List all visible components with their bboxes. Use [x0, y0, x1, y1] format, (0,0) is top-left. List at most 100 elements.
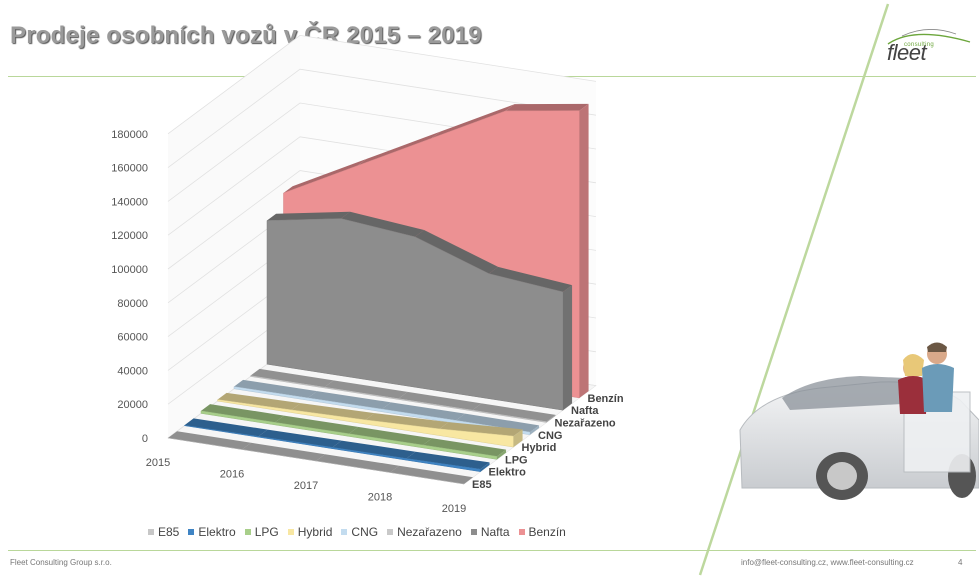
y-tick-label: 180000	[111, 129, 148, 141]
legend-item: Nafta	[470, 525, 510, 539]
series-LPG	[200, 404, 507, 460]
series-top-Nezařazeno	[398, 391, 482, 411]
series-top-CNG	[382, 402, 466, 421]
series-axis-label: Nafta	[571, 405, 599, 417]
series-top-Nafta	[415, 230, 499, 274]
legend-swatch	[341, 529, 348, 535]
y-tick-label: 160000	[111, 163, 148, 175]
series-cap-Elektro	[480, 462, 490, 472]
series-top-Benzín	[431, 104, 515, 139]
series-top-LPG	[423, 438, 507, 457]
legend-label: Nezařazeno	[397, 525, 462, 539]
y-tick-label: 140000	[111, 196, 148, 208]
car-swoosh-icon	[887, 29, 971, 45]
y-tick-label: 100000	[111, 264, 148, 276]
legend-swatch	[287, 529, 294, 535]
x-tick-label: 2019	[442, 503, 466, 515]
legend-swatch	[188, 529, 195, 535]
legend-item: Elektro	[188, 525, 236, 539]
series-top-Hybrid	[439, 422, 523, 437]
y-tick-label: 80000	[117, 298, 148, 310]
series-top-Benzín	[283, 158, 367, 194]
series-top-Elektro	[406, 451, 490, 470]
footer-company: Fleet Consulting Group s.r.o.	[10, 558, 112, 567]
legend-item: E85	[148, 525, 179, 539]
series-top-LPG	[201, 404, 285, 423]
page-number: 4	[958, 558, 963, 567]
legend-item: LPG	[244, 525, 279, 539]
x-tick-label: 2018	[368, 492, 392, 504]
diagonal-line	[698, 3, 890, 576]
legend-item: Hybrid	[287, 525, 332, 539]
y-tick-label: 120000	[111, 230, 148, 242]
x-axis-ticks: 2015 2016 2017 2018 2019	[146, 457, 466, 515]
series-top-Nezařazeno	[250, 368, 334, 388]
legend-swatch	[387, 529, 394, 535]
series-axis-labels: E85ElektroLPGHybridCNGNezařazenoNaftaBen…	[472, 393, 624, 491]
series-CNG	[233, 379, 540, 436]
x-tick-label: 2015	[146, 457, 170, 469]
legend-label: CNG	[351, 525, 379, 539]
y-tick-label: 0	[142, 433, 148, 445]
gridline	[167, 34, 597, 135]
footer-contact: info@fleet-consulting.cz, www.fleet-cons…	[741, 558, 914, 567]
fleet-consulting-logo	[884, 22, 974, 66]
series-top-Elektro	[332, 440, 416, 459]
series-top-E85	[316, 454, 400, 473]
legend-label: Benzín	[528, 525, 566, 539]
series-top-LPG	[349, 426, 433, 446]
series-top-Hybrid	[217, 392, 301, 410]
series-axis-label: Hybrid	[522, 442, 557, 454]
bottom-divider	[8, 550, 976, 551]
series-cap-LPG	[497, 449, 507, 460]
series-top-CNG	[234, 379, 318, 398]
series-Elektro	[184, 418, 490, 472]
series-axis-label: CNG	[538, 430, 562, 442]
series-top-Elektro	[258, 429, 342, 448]
gridline	[167, 68, 597, 168]
legend-item: Nezařazeno	[387, 525, 462, 539]
series-cap-CNG	[530, 425, 540, 435]
series-Hybrid	[217, 392, 523, 448]
logo-fleet-text: fleet	[887, 40, 927, 65]
series-cap-Nafta	[563, 285, 573, 411]
logo-consulting-text: consulting	[904, 42, 935, 48]
series-axis-label: Benzín	[588, 393, 624, 405]
series-E85	[167, 431, 474, 485]
series-top-Benzín	[505, 103, 589, 111]
series-axis-label: LPG	[505, 454, 528, 466]
series-axis-label: Elektro	[489, 467, 527, 479]
legend-label: LPG	[254, 525, 279, 539]
series-axis-label: E85	[472, 479, 492, 491]
series-top-E85	[168, 431, 252, 450]
legend-item: Benzín	[518, 525, 566, 539]
page-title: Prodeje osobních vozů v ČR 2015 – 2019	[10, 22, 482, 49]
y-tick-label: 40000	[117, 365, 148, 377]
series-top-LPG	[275, 415, 359, 434]
series-top-E85	[390, 465, 474, 484]
series-top-Hybrid	[291, 403, 375, 420]
legend-swatch	[244, 529, 251, 535]
series-top-Benzín	[357, 131, 441, 166]
x-tick-label: 2017	[294, 480, 318, 492]
chart-legend: E85 Elektro LPG Hybrid CNG Nezařazeno Nafta Ben…	[148, 524, 575, 540]
legend-swatch	[470, 529, 477, 535]
series-cap-Nezařazeno	[546, 414, 556, 423]
legend-swatch	[518, 529, 525, 535]
legend-label: E85	[158, 525, 180, 539]
series-Nafta	[266, 211, 573, 411]
series-top-Nafta	[341, 211, 425, 237]
series-top-Hybrid	[365, 413, 449, 429]
series-top-Nafta	[267, 211, 351, 221]
x-tick-label: 2016	[220, 469, 244, 481]
series-axis-label: Nezařazeno	[555, 418, 616, 430]
legend-label: Nafta	[480, 525, 510, 539]
legend-label: Elektro	[198, 525, 236, 539]
legend-item: CNG	[341, 525, 378, 539]
series-top-Nezařazeno	[472, 403, 556, 422]
series-Nezařazeno	[250, 368, 556, 423]
y-tick-label: 60000	[117, 332, 148, 344]
legend-swatch	[148, 529, 154, 535]
